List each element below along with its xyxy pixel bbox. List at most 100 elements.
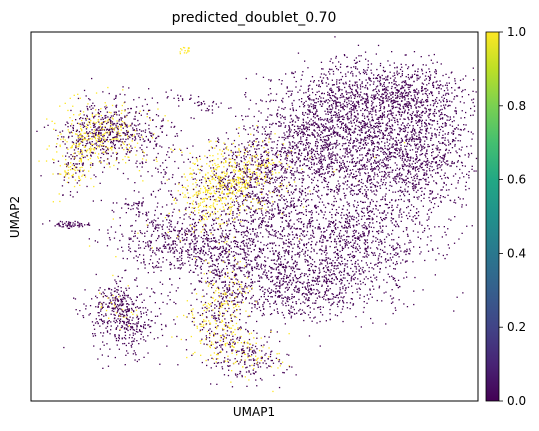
scatter-point bbox=[443, 226, 445, 228]
scatter-point bbox=[337, 189, 339, 191]
scatter-point bbox=[374, 156, 376, 159]
scatter-point bbox=[395, 149, 398, 151]
scatter-point bbox=[351, 162, 353, 164]
scatter-point bbox=[286, 297, 288, 299]
scatter-point bbox=[335, 105, 338, 107]
scatter-point bbox=[290, 170, 292, 172]
scatter-point bbox=[331, 161, 333, 164]
scatter-point bbox=[411, 130, 414, 132]
scatter-point bbox=[326, 119, 328, 122]
scatter-point bbox=[368, 231, 370, 233]
scatter-point bbox=[329, 308, 331, 311]
scatter-point bbox=[393, 254, 395, 256]
scatter-point bbox=[389, 171, 391, 173]
scatter-point bbox=[391, 105, 393, 108]
scatter-point bbox=[345, 288, 347, 290]
scatter-point bbox=[366, 135, 369, 137]
scatter-point bbox=[308, 176, 310, 178]
scatter-point bbox=[358, 232, 360, 234]
scatter-point bbox=[247, 133, 249, 135]
scatter-point bbox=[426, 149, 428, 151]
scatter-point bbox=[281, 302, 283, 304]
scatter-point bbox=[413, 138, 415, 140]
scatter-point bbox=[329, 73, 331, 75]
scatter-point bbox=[322, 144, 325, 146]
scatter-point bbox=[339, 240, 341, 242]
scatter-point bbox=[241, 299, 243, 301]
scatter-point bbox=[260, 263, 263, 265]
scatter-point bbox=[295, 188, 297, 190]
scatter-point bbox=[421, 190, 423, 193]
scatter-point bbox=[392, 143, 394, 145]
scatter-point bbox=[340, 214, 342, 216]
scatter-point bbox=[390, 130, 392, 132]
scatter-point bbox=[244, 94, 246, 96]
scatter-point bbox=[282, 101, 284, 103]
scatter-point bbox=[327, 239, 329, 242]
scatter-point bbox=[355, 149, 357, 151]
scatter-point bbox=[350, 107, 352, 109]
scatter-point bbox=[398, 236, 400, 238]
scatter-point bbox=[295, 131, 298, 133]
scatter-point bbox=[366, 161, 368, 163]
scatter-point bbox=[405, 54, 407, 56]
scatter-point bbox=[351, 184, 353, 186]
scatter-point bbox=[198, 190, 200, 192]
scatter-point bbox=[401, 164, 403, 166]
scatter-point bbox=[421, 82, 423, 84]
scatter-point bbox=[239, 224, 242, 226]
scatter-point bbox=[404, 243, 406, 245]
scatter-point bbox=[378, 285, 381, 287]
scatter-point bbox=[295, 144, 298, 146]
scatter-point bbox=[253, 128, 255, 130]
scatter-point bbox=[419, 76, 421, 78]
scatter-point bbox=[417, 236, 419, 238]
scatter-point bbox=[428, 93, 431, 95]
scatter-point bbox=[356, 119, 358, 121]
scatter-point bbox=[363, 123, 365, 125]
scatter-point bbox=[341, 249, 343, 251]
scatter-point bbox=[345, 97, 347, 99]
scatter-point bbox=[284, 168, 286, 170]
scatter-point bbox=[291, 145, 293, 147]
scatter-point bbox=[342, 103, 344, 105]
scatter-point bbox=[207, 237, 209, 240]
scatter-point bbox=[284, 271, 286, 273]
scatter-point bbox=[273, 284, 275, 286]
scatter-point bbox=[330, 304, 332, 307]
scatter-point bbox=[370, 69, 372, 71]
scatter-point bbox=[358, 101, 360, 103]
scatter-point bbox=[287, 276, 290, 279]
scatter-point bbox=[226, 256, 228, 259]
scatter-point bbox=[328, 130, 330, 132]
scatter-point bbox=[302, 283, 304, 285]
scatter-point bbox=[294, 142, 296, 144]
scatter-point bbox=[289, 160, 291, 162]
scatter-point bbox=[258, 298, 261, 301]
scatter-point bbox=[366, 256, 368, 258]
scatter-point bbox=[322, 241, 324, 243]
scatter-point bbox=[332, 303, 334, 305]
scatter-point bbox=[387, 158, 389, 160]
scatter-point bbox=[444, 161, 446, 164]
scatter-point bbox=[322, 267, 324, 270]
scatter-point bbox=[346, 227, 348, 229]
scatter-point bbox=[381, 161, 383, 164]
scatter-point bbox=[330, 162, 332, 165]
scatter-point bbox=[257, 144, 259, 146]
scatter-point bbox=[368, 298, 370, 300]
scatter-point bbox=[369, 288, 371, 290]
scatter-point bbox=[320, 61, 323, 63]
scatter-point bbox=[383, 211, 385, 213]
scatter-point bbox=[374, 167, 376, 169]
scatter-point bbox=[392, 249, 394, 251]
scatter-point bbox=[346, 153, 348, 155]
scatter-point bbox=[371, 230, 374, 233]
scatter-point bbox=[386, 116, 388, 118]
scatter-point bbox=[259, 191, 261, 193]
scatter-point bbox=[418, 196, 420, 198]
scatter-point bbox=[367, 107, 369, 109]
scatter-point bbox=[432, 86, 435, 88]
scatter-point bbox=[318, 295, 320, 297]
scatter-point bbox=[316, 191, 318, 193]
